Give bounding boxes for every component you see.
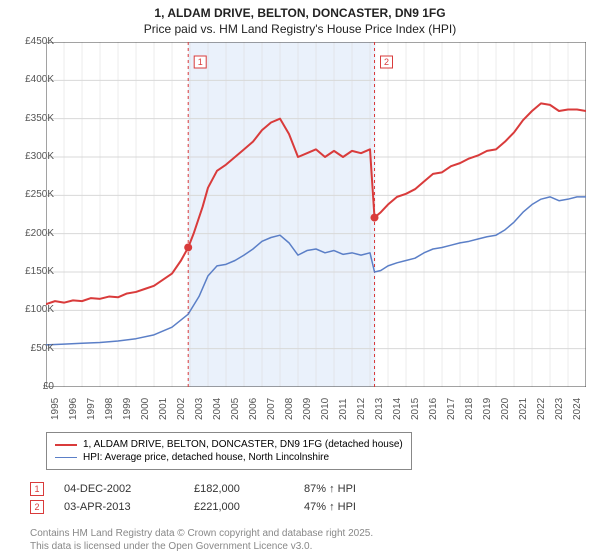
- footnote-line-1: Contains HM Land Registry data © Crown c…: [30, 528, 373, 541]
- y-tick-label: £50K: [10, 343, 54, 354]
- marker-number-box: 1: [30, 482, 44, 496]
- x-tick-label: 2003: [194, 398, 205, 420]
- x-tick-label: 2013: [374, 398, 385, 420]
- sale-marker-table: 1 04-DEC-2002 £182,000 87% ↑ HPI 2 03-APR-201…: [30, 478, 356, 518]
- y-tick-label: £250K: [10, 189, 54, 200]
- y-tick-label: £300K: [10, 151, 54, 162]
- marker-date: 04-DEC-2002: [64, 483, 174, 495]
- x-tick-label: 2022: [536, 398, 547, 420]
- x-tick-label: 2015: [410, 398, 421, 420]
- x-tick-label: 2023: [554, 398, 565, 420]
- y-tick-label: £200K: [10, 228, 54, 239]
- legend: 1, ALDAM DRIVE, BELTON, DONCASTER, DN9 1…: [46, 432, 412, 470]
- marker-date: 03-APR-2013: [64, 501, 174, 513]
- x-tick-label: 2000: [140, 398, 151, 420]
- x-tick-label: 2019: [482, 398, 493, 420]
- x-tick-label: 2018: [464, 398, 475, 420]
- y-tick-label: £400K: [10, 74, 54, 85]
- footnote: Contains HM Land Registry data © Crown c…: [30, 528, 373, 553]
- y-tick-label: £100K: [10, 304, 54, 315]
- x-tick-label: 1996: [68, 398, 79, 420]
- chart-subtitle: Price paid vs. HM Land Registry's House …: [10, 22, 590, 36]
- svg-text:2: 2: [384, 57, 389, 67]
- x-tick-label: 2024: [572, 398, 583, 420]
- chart-svg: 12: [46, 42, 586, 387]
- legend-swatch: [55, 444, 77, 446]
- x-tick-label: 2016: [428, 398, 439, 420]
- x-tick-label: 2012: [356, 398, 367, 420]
- x-tick-label: 2009: [302, 398, 313, 420]
- x-tick-label: 1997: [86, 398, 97, 420]
- x-tick-label: 1998: [104, 398, 115, 420]
- svg-text:1: 1: [198, 57, 203, 67]
- legend-row: HPI: Average price, detached house, Nort…: [55, 452, 403, 463]
- y-tick-label: £350K: [10, 113, 54, 124]
- legend-label: HPI: Average price, detached house, Nort…: [83, 452, 329, 463]
- y-tick-label: £450K: [10, 36, 54, 47]
- legend-row: 1, ALDAM DRIVE, BELTON, DONCASTER, DN9 1…: [55, 439, 403, 450]
- chart-area: 12: [46, 42, 586, 387]
- x-tick-label: 2021: [518, 398, 529, 420]
- x-tick-label: 2014: [392, 398, 403, 420]
- x-tick-label: 2017: [446, 398, 457, 420]
- legend-label: 1, ALDAM DRIVE, BELTON, DONCASTER, DN9 1…: [83, 439, 403, 450]
- marker-price: £182,000: [194, 483, 284, 495]
- marker-pct: 87% ↑ HPI: [304, 483, 356, 495]
- marker-pct: 47% ↑ HPI: [304, 501, 356, 513]
- chart-title: 1, ALDAM DRIVE, BELTON, DONCASTER, DN9 1…: [10, 6, 590, 20]
- marker-row: 1 04-DEC-2002 £182,000 87% ↑ HPI: [30, 482, 356, 496]
- marker-price: £221,000: [194, 501, 284, 513]
- x-tick-label: 2011: [338, 398, 349, 420]
- x-tick-label: 2001: [158, 398, 169, 420]
- footnote-line-2: This data is licensed under the Open Gov…: [30, 541, 373, 554]
- x-tick-label: 2007: [266, 398, 277, 420]
- x-tick-label: 2010: [320, 398, 331, 420]
- legend-swatch: [55, 457, 77, 459]
- marker-row: 2 03-APR-2013 £221,000 47% ↑ HPI: [30, 500, 356, 514]
- x-tick-label: 2002: [176, 398, 187, 420]
- y-tick-label: £0: [10, 381, 54, 392]
- x-tick-label: 1999: [122, 398, 133, 420]
- x-tick-label: 2008: [284, 398, 295, 420]
- chart-container: 1, ALDAM DRIVE, BELTON, DONCASTER, DN9 1…: [0, 0, 600, 560]
- x-tick-label: 2006: [248, 398, 259, 420]
- x-tick-label: 2004: [212, 398, 223, 420]
- y-tick-label: £150K: [10, 266, 54, 277]
- title-block: 1, ALDAM DRIVE, BELTON, DONCASTER, DN9 1…: [0, 0, 600, 38]
- x-tick-label: 2020: [500, 398, 511, 420]
- x-tick-label: 1995: [50, 398, 61, 420]
- marker-number-box: 2: [30, 500, 44, 514]
- x-tick-label: 2005: [230, 398, 241, 420]
